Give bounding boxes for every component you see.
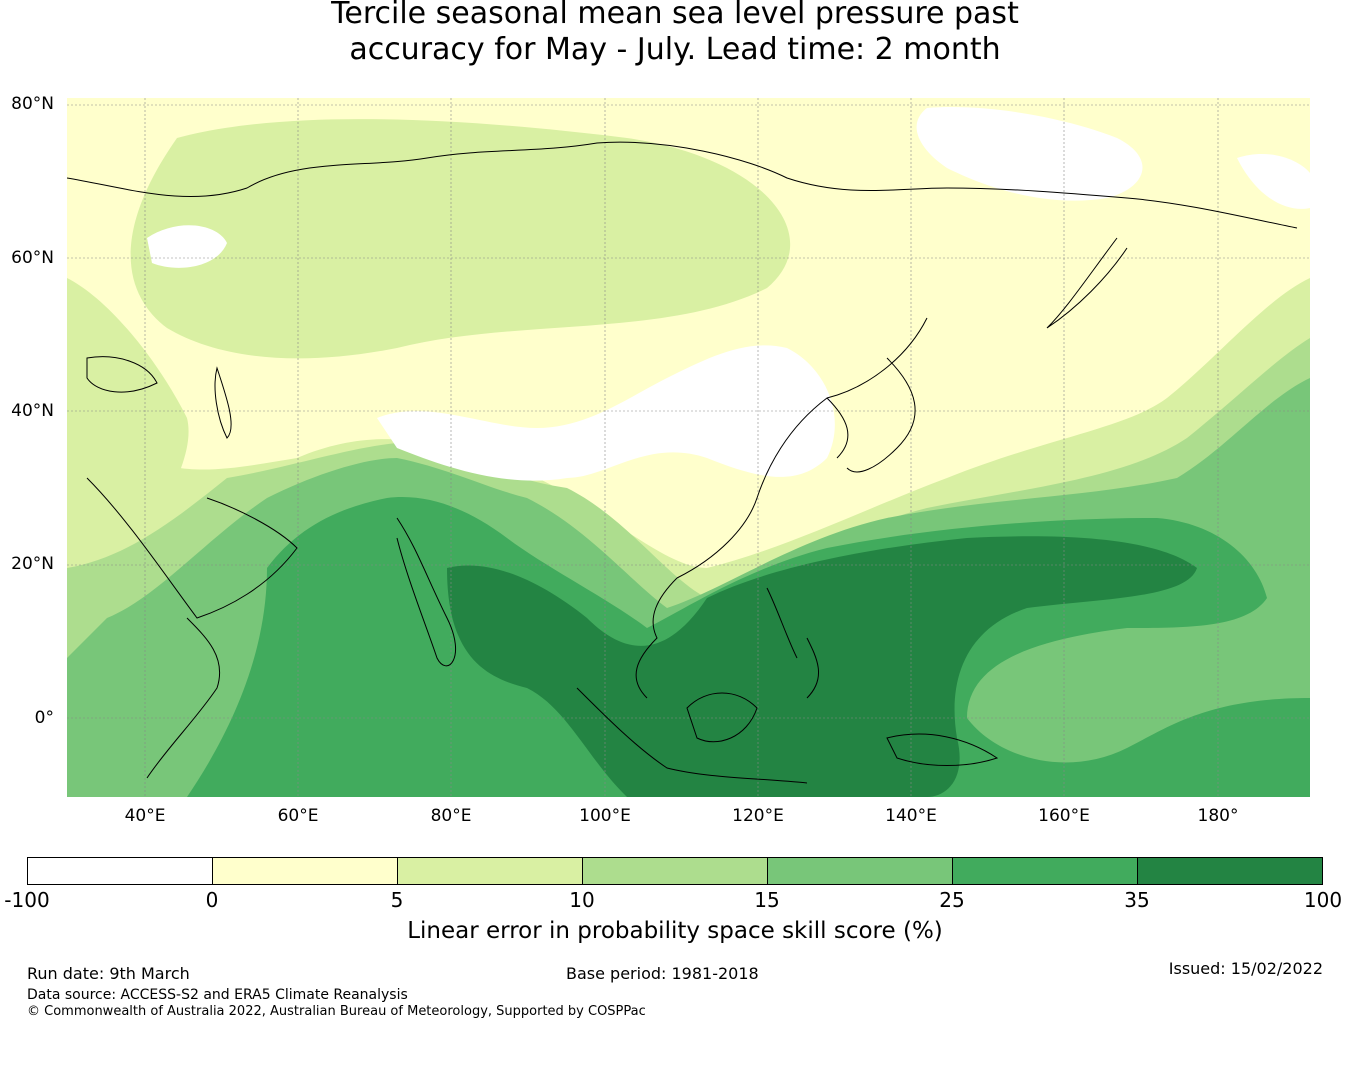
colorbar-segment-35-100: [1138, 858, 1322, 884]
lon-label-140e: 140°E: [885, 806, 937, 826]
region-negative-alaska: [1237, 153, 1310, 209]
colorbar-segment-10-15: [583, 858, 768, 884]
coast-eurasia-north: [67, 141, 1298, 229]
colorbar-tick: 15: [754, 888, 780, 912]
region-5-10-north: [130, 119, 791, 359]
coast-caspian: [214, 366, 232, 439]
lon-label-180: 180°: [1197, 806, 1239, 826]
lon-label-160e: 160°E: [1038, 806, 1090, 826]
colorbar-segment-0-5: [213, 858, 398, 884]
coast-borneo: [686, 692, 758, 743]
lon-label-40e: 40°E: [124, 806, 166, 826]
lat-label-0: 0°: [34, 708, 54, 728]
data-source: Data source: ACCESS-S2 and ERA5 Climate …: [27, 987, 408, 1003]
coast-kamchatka: [1046, 237, 1128, 329]
colorbar-label: Linear error in probability space skill …: [407, 918, 943, 944]
lat-label-80n: 80°N: [11, 94, 54, 114]
coast-sumatra-java: [576, 687, 808, 784]
region-negative-west: [147, 225, 227, 268]
colorbar-tick: 100: [1303, 888, 1343, 912]
colorbar-tick: -100: [4, 888, 50, 912]
colorbar-tick: 25: [939, 888, 965, 912]
colorbar-segment-15-25: [768, 858, 953, 884]
region-negative-central: [377, 345, 835, 481]
colorbar: [27, 857, 1323, 885]
base-period: Base period: 1981-2018: [566, 964, 759, 983]
colorbar-tick: 0: [205, 888, 219, 912]
title-line-1: Tercile seasonal mean sea level pressure…: [331, 0, 1019, 31]
lon-label-60e: 60°E: [277, 806, 319, 826]
issued-date: Issued: 15/02/2022: [1168, 959, 1323, 978]
colorbar-segment-neg: [28, 858, 213, 884]
coast-philippines: [766, 587, 820, 699]
coast-arabia: [86, 477, 298, 619]
coast-china-east: [676, 317, 928, 579]
coast-korea-japan: [826, 357, 916, 473]
lon-label-80e: 80°E: [430, 806, 472, 826]
lat-label-40n: 40°N: [11, 401, 54, 421]
colorbar-tick: 5: [390, 888, 404, 912]
colorbar-segment-25-35: [953, 858, 1138, 884]
lat-label-60n: 60°N: [11, 248, 54, 268]
title-line-2: accuracy for May - July. Lead time: 2 mo…: [349, 32, 1001, 67]
lat-label-20n: 20°N: [11, 554, 54, 574]
lon-label-120e: 120°E: [732, 806, 784, 826]
coast-india: [396, 517, 457, 667]
copyright: © Commonwealth of Australia 2022, Austra…: [27, 1004, 646, 1019]
colorbar-segment-5-10: [398, 858, 583, 884]
skill-score-map: [67, 98, 1310, 797]
coast-new-guinea: [886, 733, 999, 766]
colorbar-tick: 10: [569, 888, 595, 912]
run-date: Run date: 9th March: [27, 964, 190, 983]
map-title: Tercile seasonal mean sea level pressure…: [0, 0, 1350, 68]
coast-africa-east: [146, 617, 221, 779]
coast-indochina: [635, 577, 678, 699]
colorbar-tick: 35: [1124, 888, 1150, 912]
graticule: [67, 98, 1310, 797]
coast-black-sea: [86, 356, 158, 393]
region-35-100: [447, 536, 1197, 797]
region-negative-northeast: [916, 107, 1143, 201]
lon-label-100e: 100°E: [579, 806, 631, 826]
coastlines: [67, 141, 1298, 784]
